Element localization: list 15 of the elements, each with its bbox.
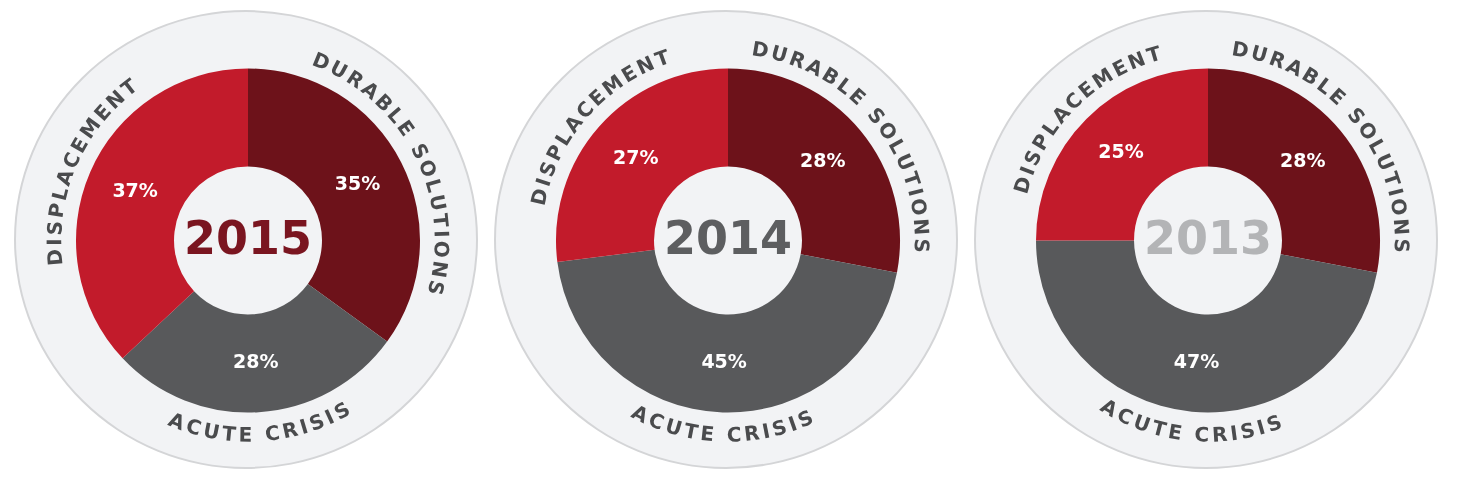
text: 2013	[1143, 211, 1273, 266]
data-label: 45%	[701, 350, 747, 373]
data-label: 25%	[1098, 140, 1144, 163]
data-label: 47%	[1173, 349, 1220, 372]
data-label: 28%	[800, 149, 846, 172]
data-label: 28%	[1280, 149, 1326, 172]
text: 2015	[183, 211, 313, 266]
text: 2014	[663, 211, 793, 266]
category-label: ACUTE CRISIS	[1096, 393, 1285, 447]
data-label: 27%	[613, 146, 659, 169]
data-label: 35%	[334, 171, 381, 194]
category-label: ACUTE CRISIS	[627, 399, 817, 447]
data-label: 28%	[232, 350, 279, 373]
category-label: ACUTE CRISIS	[165, 396, 354, 447]
data-label: 37%	[112, 178, 158, 201]
